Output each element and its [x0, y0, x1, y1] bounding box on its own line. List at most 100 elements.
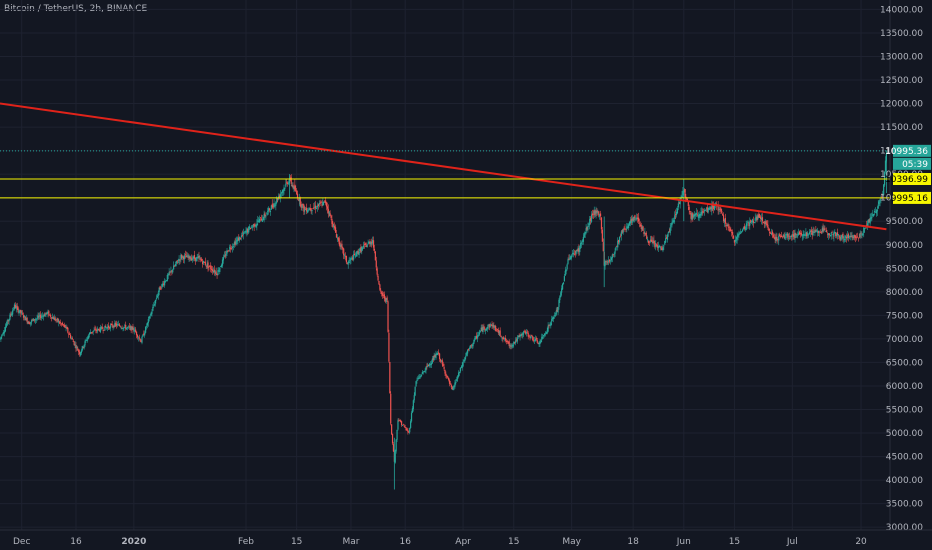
candle-body [441, 360, 443, 365]
candle-body [454, 382, 456, 387]
candle-body [594, 210, 596, 216]
candle-body [680, 198, 682, 200]
candle-body [647, 240, 650, 244]
candle-body [877, 204, 879, 209]
candle-body [176, 260, 178, 262]
candle-body [234, 241, 236, 245]
candle-body [579, 246, 581, 253]
candle-body [485, 329, 487, 331]
candle-body [395, 439, 397, 452]
candle-body [849, 235, 851, 237]
candle-body [95, 329, 97, 331]
candle-body [340, 244, 342, 247]
candle-body [455, 381, 457, 383]
candle-body [445, 373, 447, 376]
candle-body [563, 276, 565, 282]
candle-body [622, 229, 624, 233]
price-axis[interactable]: 14000.00 13500.00 13000.00 12500.00 12000.00… [880, 0, 932, 550]
candle-body [808, 232, 811, 235]
candle-body [336, 237, 338, 239]
candle-body [810, 230, 812, 233]
candle-body [35, 318, 37, 320]
candle-body [22, 313, 24, 315]
candle-body [727, 224, 729, 227]
candle-body [152, 306, 154, 311]
candle-body [573, 253, 575, 255]
candle-body [259, 217, 262, 219]
candle-body [3, 330, 6, 333]
candle-body [438, 353, 441, 360]
candle-body [618, 239, 620, 243]
candle-body [620, 231, 622, 236]
candle-body [845, 236, 848, 239]
candle-body [182, 256, 184, 258]
candle-body [104, 325, 106, 331]
candle-body [102, 329, 104, 331]
candle-body [56, 318, 58, 320]
candle-body [32, 318, 35, 322]
candle-body [212, 270, 215, 273]
candle-body [376, 268, 378, 275]
trendline[interactable] [0, 102, 887, 231]
candle-body [812, 230, 814, 236]
candle-body [806, 232, 808, 236]
candle-body [344, 256, 347, 258]
candle-body [34, 319, 36, 321]
candle-body [53, 317, 55, 321]
candle-body [254, 225, 256, 227]
candle-body [294, 184, 296, 191]
candle-body [619, 235, 622, 237]
candle-body [881, 196, 883, 198]
candle-body [737, 234, 739, 237]
candle-body [261, 219, 263, 223]
candle-body [541, 336, 543, 340]
candle-body [122, 328, 124, 330]
candle-body [375, 260, 377, 268]
candle-body [41, 315, 44, 317]
candle-body [817, 231, 820, 233]
candle-body [429, 363, 431, 366]
candle-body [722, 215, 725, 222]
candle-body [13, 304, 16, 309]
price-tick-label: 3000.00 [886, 523, 923, 533]
candle-body [761, 217, 764, 222]
candle-body [437, 353, 439, 354]
time-axis[interactable]: Dec 16 2020 Feb 15 Mar 16 Apr 15 May 18 Jun 15 Jul 20 [0, 529, 932, 547]
candle-body [642, 226, 644, 231]
countdown-label: 05:39 [902, 160, 928, 170]
candle-body [694, 214, 696, 217]
drawn-lines[interactable] [0, 102, 890, 231]
candle-body [378, 280, 380, 285]
candle-body [134, 329, 136, 332]
candle-body [141, 336, 143, 343]
candle-body [386, 297, 388, 301]
price-tick-label: 7500.00 [886, 311, 923, 321]
candle-body [16, 305, 18, 308]
candle-body [371, 241, 373, 243]
candle-body [550, 322, 552, 326]
candle-body [866, 223, 868, 227]
candle-body [309, 207, 311, 210]
candle-body [195, 257, 197, 262]
candle-body [763, 221, 765, 225]
candle-body [820, 231, 822, 234]
candle-body [187, 256, 189, 258]
candle-body [381, 293, 384, 296]
candle-body [830, 232, 832, 237]
candle-body [142, 334, 144, 337]
candle-body [722, 214, 724, 215]
candle-body [538, 343, 540, 345]
candle-body [160, 288, 162, 290]
candle-body [432, 358, 434, 361]
candle-body [311, 209, 313, 212]
candle-body [416, 379, 418, 381]
candle-body [862, 233, 864, 235]
candle-body [831, 231, 833, 233]
candle-body [368, 241, 370, 244]
candle-body [276, 198, 278, 203]
candle-body [158, 287, 160, 292]
candle-body [321, 204, 323, 206]
candle-body [428, 364, 430, 366]
time-tick-label: 16 [399, 537, 411, 547]
